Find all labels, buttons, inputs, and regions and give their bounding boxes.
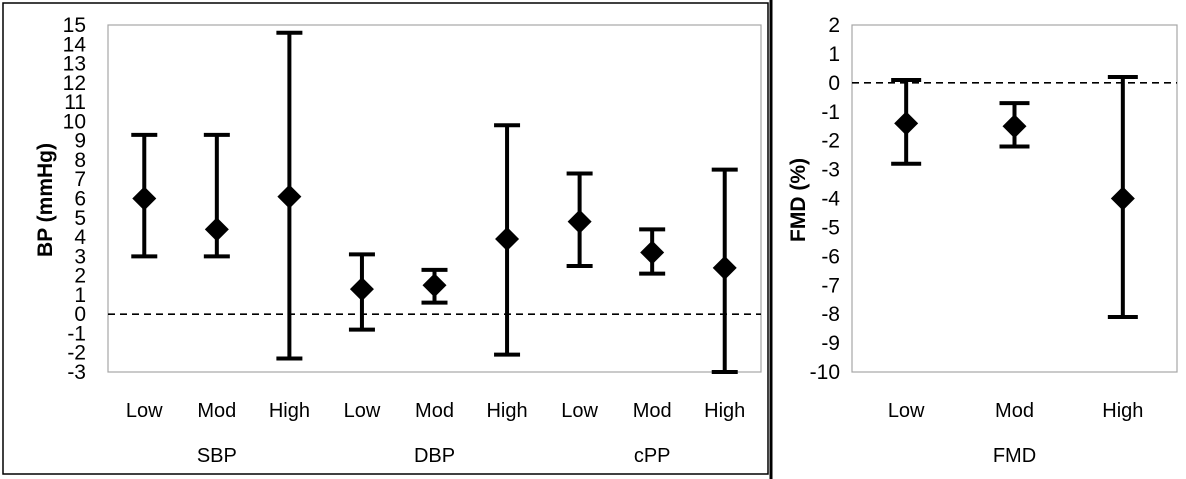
fmd-group-label: FMD xyxy=(993,445,1036,467)
bp-diamond-marker xyxy=(204,217,229,242)
bp-y-tick-label: 4 xyxy=(74,226,86,249)
fmd-y-ticks: 2 1 0 -1 -2 -3 -4 -5 -6 -7 -8 -9 -10 xyxy=(810,14,841,384)
bp-y-tick-label: 11 xyxy=(64,91,86,114)
fmd-y-tick-label: -2 xyxy=(821,130,840,153)
bp-group-label: cPP xyxy=(634,445,671,467)
bp-group-labels: SBP DBP cPP xyxy=(197,445,671,467)
bp-group-label: SBP xyxy=(197,445,237,467)
bp-y-tick-label: 7 xyxy=(74,168,86,191)
bp-category-labels: Low Mod High Low Mod High Low Mod High xyxy=(126,400,745,422)
bp-category-label: Mod xyxy=(197,400,236,422)
bp-category-label: High xyxy=(486,400,527,422)
bp-y-tick-label: -1 xyxy=(67,322,86,345)
bp-y-tick-label: -3 xyxy=(67,361,86,384)
bp-markers xyxy=(131,30,738,374)
bp-y-tick-label: 12 xyxy=(63,72,86,95)
fmd-category-label: Low xyxy=(888,400,925,422)
bp-diamond-marker xyxy=(349,277,374,302)
bp-category-label: Low xyxy=(126,400,163,422)
fmd-diamond-marker xyxy=(1110,186,1135,211)
bp-category-label: Low xyxy=(344,400,381,422)
fmd-plot-area xyxy=(851,24,1178,373)
bp-y-tick-label: -2 xyxy=(67,342,86,365)
fmd-y-tick-label: 0 xyxy=(828,72,840,95)
bp-diamond-marker xyxy=(567,209,592,234)
bp-diamond-marker xyxy=(640,240,665,265)
fmd-y-tick-label: -6 xyxy=(821,245,840,268)
left-panel-border xyxy=(2,2,769,475)
bp-y-axis-label: BP (mmHg) xyxy=(34,143,57,257)
fmd-y-tick-label: -7 xyxy=(821,274,840,297)
fmd-group-labels: FMD xyxy=(993,445,1036,467)
bp-y-tick-label: 5 xyxy=(74,207,86,230)
fmd-diamond-marker xyxy=(894,111,919,136)
bp-y-tick-label: 8 xyxy=(74,149,86,172)
fmd-y-tick-label: -5 xyxy=(821,216,840,239)
bp-category-label: Mod xyxy=(415,400,454,422)
fmd-y-tick-label: -4 xyxy=(821,188,840,211)
bp-y-tick-label: 6 xyxy=(74,188,86,211)
bp-group-label: DBP xyxy=(414,445,455,467)
fmd-y-axis-label: FMD (%) xyxy=(787,158,810,242)
bp-y-tick-label: 9 xyxy=(74,130,86,153)
fmd-chart: FMD (%) 2 1 0 -1 -2 -3 -4 -5 -6 -7 -8 -9 -10 Low Mod H… xyxy=(787,14,1178,467)
bp-diamond-marker xyxy=(132,186,157,211)
fmd-diamond-marker xyxy=(1002,114,1027,139)
bp-y-tick-label: 2 xyxy=(74,265,86,288)
bp-category-label: Mod xyxy=(633,400,672,422)
bp-category-label: High xyxy=(704,400,745,422)
bp-y-tick-label: 13 xyxy=(63,53,86,76)
bp-y-tick-label: 3 xyxy=(74,245,86,268)
bp-category-label: High xyxy=(269,400,310,422)
bp-diamond-marker xyxy=(712,255,737,280)
bp-plot-area xyxy=(107,24,762,373)
bp-y-tick-label: 0 xyxy=(74,303,86,326)
fmd-category-labels: Low Mod High xyxy=(888,400,1144,422)
bp-category-label: Low xyxy=(561,400,598,422)
fmd-category-label: Mod xyxy=(995,400,1034,422)
fmd-y-tick-label: -3 xyxy=(821,159,840,182)
bp-y-tick-label: 10 xyxy=(63,110,86,133)
fmd-y-tick-label: 1 xyxy=(828,43,840,66)
fmd-y-tick-label: -9 xyxy=(821,332,840,355)
bp-diamond-marker xyxy=(277,184,302,209)
fmd-y-tick-label: -8 xyxy=(821,303,840,326)
bp-y-tick-label: 1 xyxy=(74,284,86,307)
bp-diamond-marker xyxy=(422,273,447,298)
bp-y-tick-label: 14 xyxy=(63,33,87,56)
fmd-category-label: High xyxy=(1102,400,1143,422)
bp-diamond-marker xyxy=(495,226,520,251)
fmd-y-tick-label: 2 xyxy=(828,14,840,37)
fmd-y-tick-label: -1 xyxy=(821,101,840,124)
bp-y-tick-label: 15 xyxy=(63,14,86,37)
fmd-y-tick-label: -10 xyxy=(810,361,840,384)
fmd-markers xyxy=(891,75,1138,320)
